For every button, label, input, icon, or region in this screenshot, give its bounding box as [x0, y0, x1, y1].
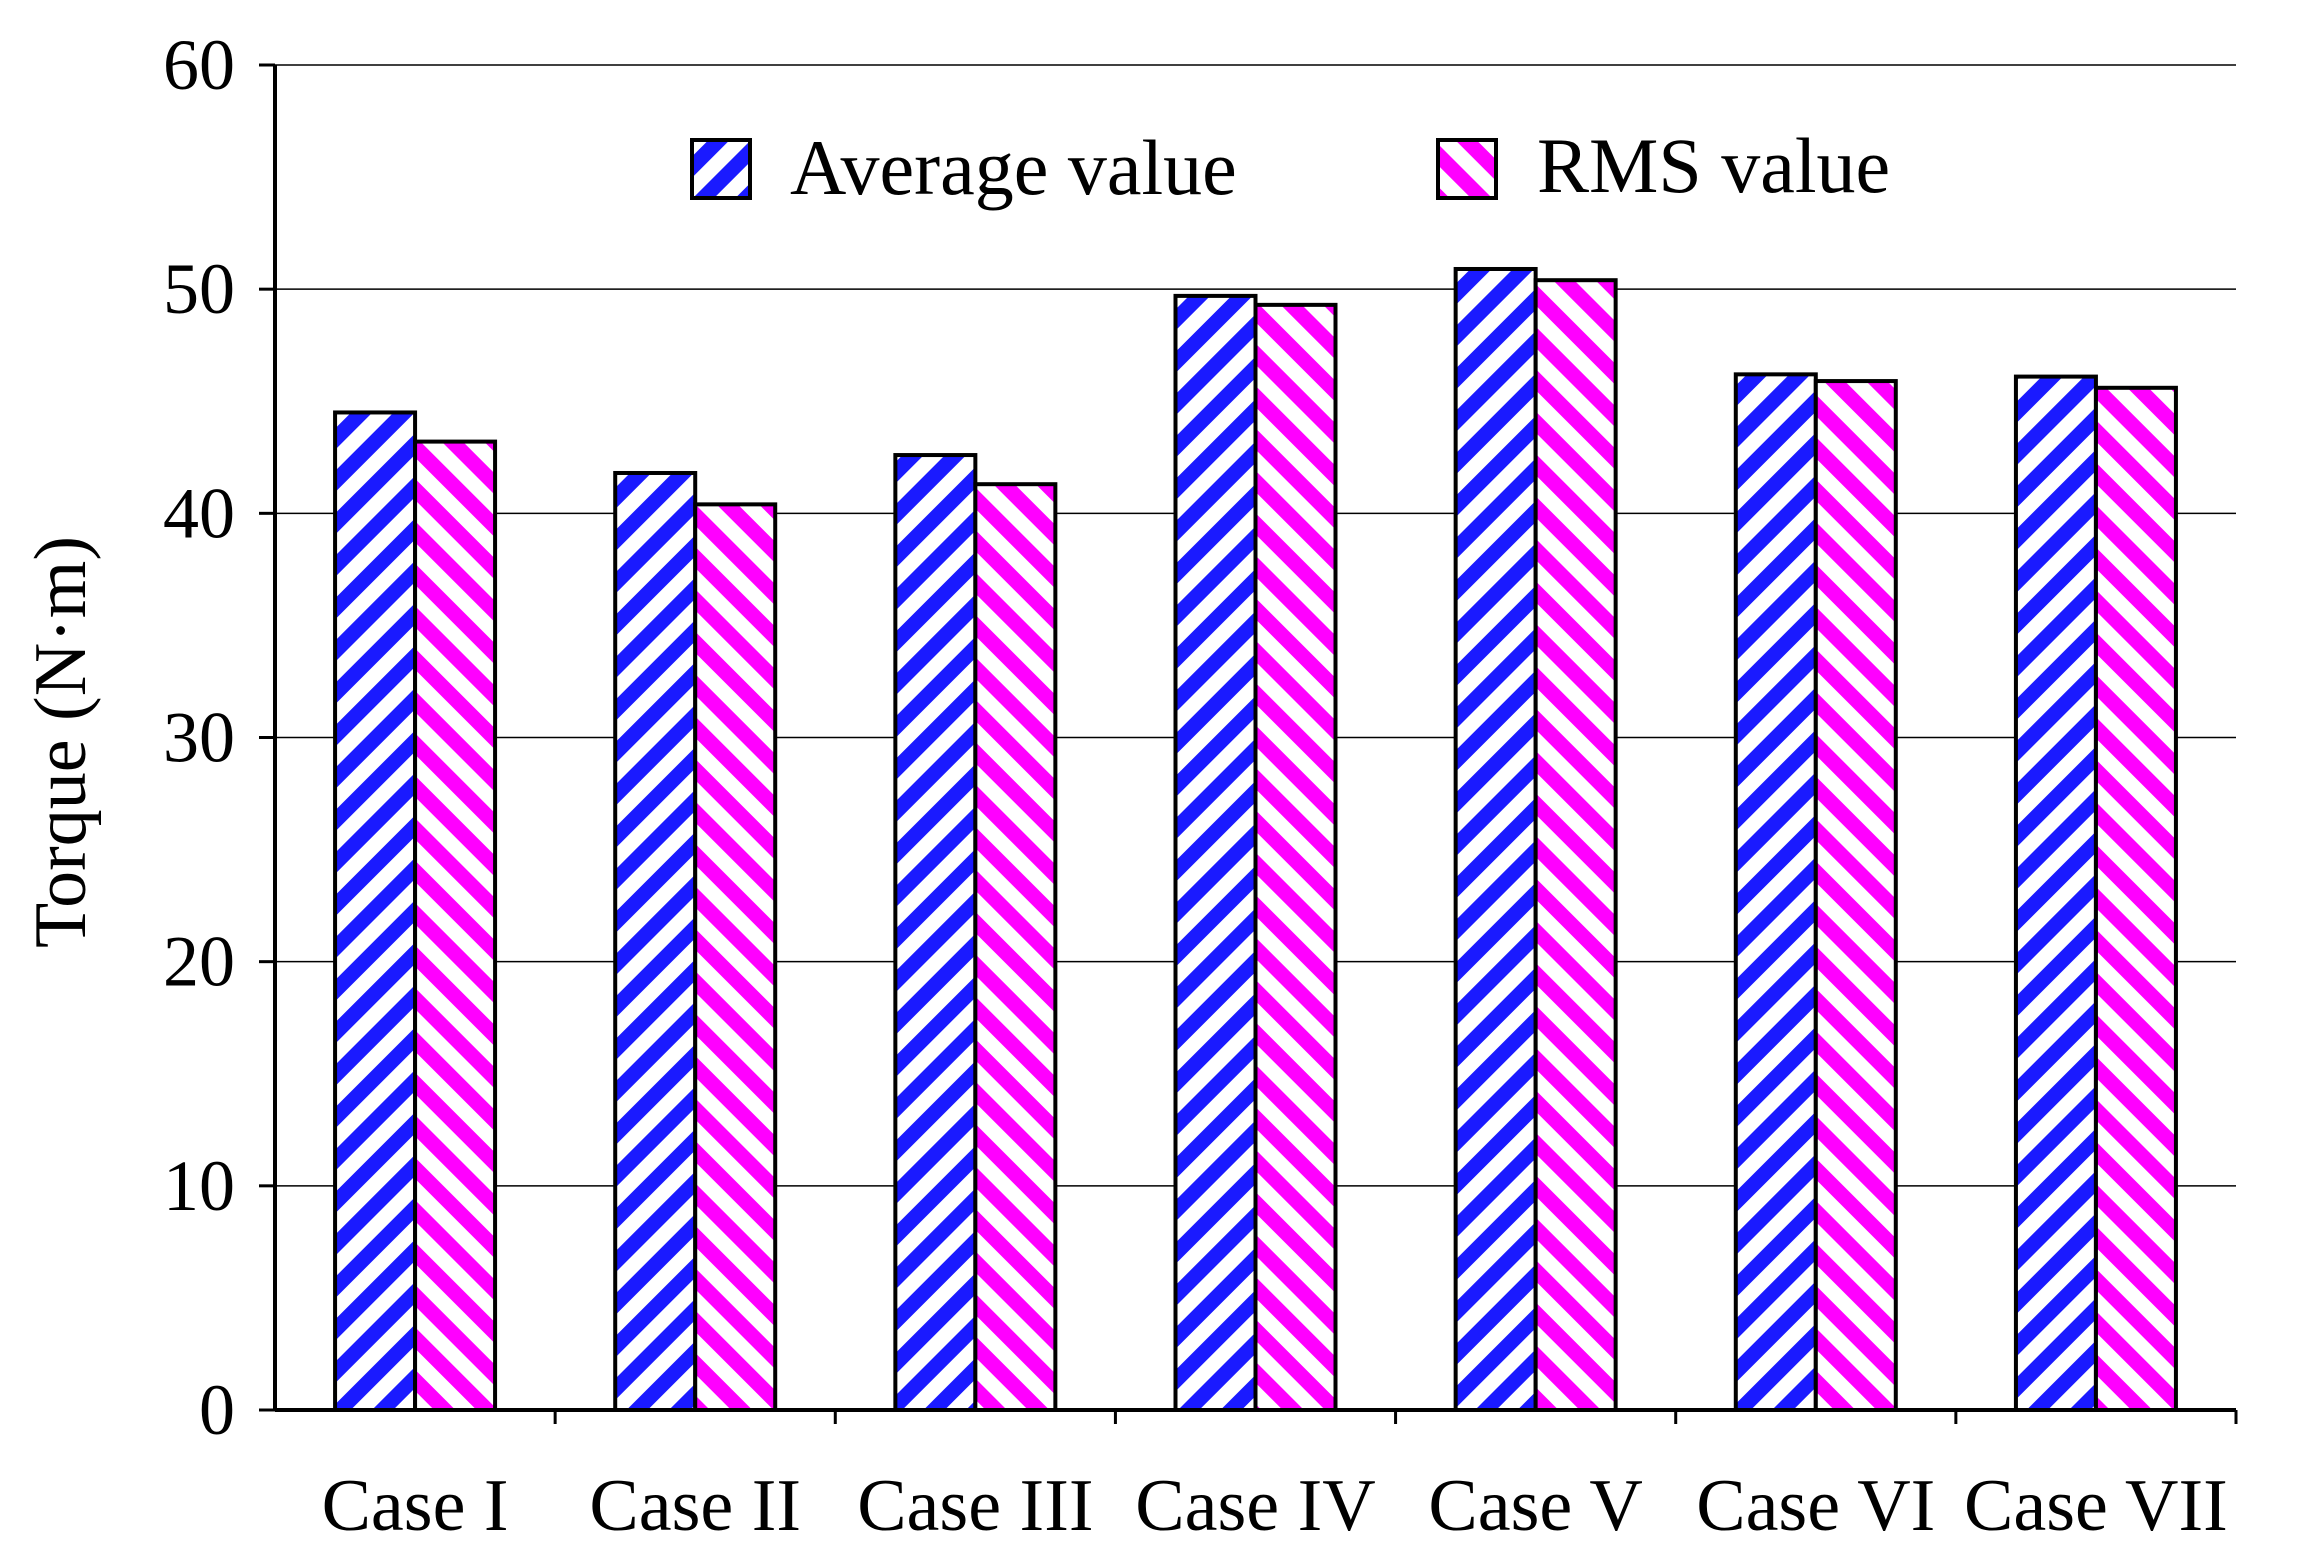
- x-tick-label: Case III: [857, 1465, 1093, 1547]
- x-tick-label: Case I: [322, 1465, 509, 1547]
- y-tick-labels: 0 10 20 30 40 50 60: [163, 25, 235, 1450]
- bar-average-3: [893, 453, 978, 1412]
- bar-rms-3: [973, 482, 1058, 1413]
- legend-label-rms: RMS value: [1537, 122, 1890, 209]
- y-tick-label: 10: [163, 1146, 235, 1226]
- legend: Average value RMS value: [690, 122, 1890, 211]
- bar-rms-6: [1813, 379, 1898, 1413]
- x-category-labels: Case I Case II Case III Case IV Case V Case V…: [322, 1465, 2228, 1547]
- x-tick-label: Case II: [589, 1465, 801, 1547]
- x-tick-label: Case VII: [1964, 1465, 2228, 1547]
- y-tick-label: 40: [163, 473, 235, 553]
- bar-average-5: [1453, 266, 1538, 1412]
- y-tick-label: 0: [199, 1370, 235, 1450]
- x-tick-label: Case VI: [1696, 1465, 1935, 1547]
- bar-rms-7: [2093, 385, 2178, 1412]
- x-tick-label: Case IV: [1135, 1465, 1375, 1547]
- y-tick-label: 30: [163, 698, 235, 778]
- bar-rms-5: [1533, 278, 1618, 1413]
- y-axis-title: Torque (N·m): [20, 536, 102, 948]
- bar-average-6: [1733, 372, 1818, 1413]
- y-tick-label: 50: [163, 249, 235, 329]
- x-tick-label: Case V: [1428, 1465, 1642, 1547]
- bar-rms-2: [693, 502, 778, 1413]
- y-tick-label: 20: [163, 922, 235, 1002]
- legend-swatch-rms: [1436, 138, 1498, 200]
- legend-swatch-average: [690, 138, 752, 200]
- y-tick-label: 60: [163, 25, 235, 105]
- bars: [333, 266, 2178, 1413]
- bar-rms-4: [1253, 302, 1338, 1413]
- legend-label-average: Average value: [790, 124, 1237, 211]
- bar-average-4: [1173, 293, 1258, 1412]
- axes: [259, 63, 2238, 1424]
- bar-rms-1: [413, 439, 498, 1413]
- bar-average-2: [613, 470, 698, 1412]
- bar-average-1: [333, 410, 418, 1413]
- bar-average-7: [2013, 374, 2098, 1412]
